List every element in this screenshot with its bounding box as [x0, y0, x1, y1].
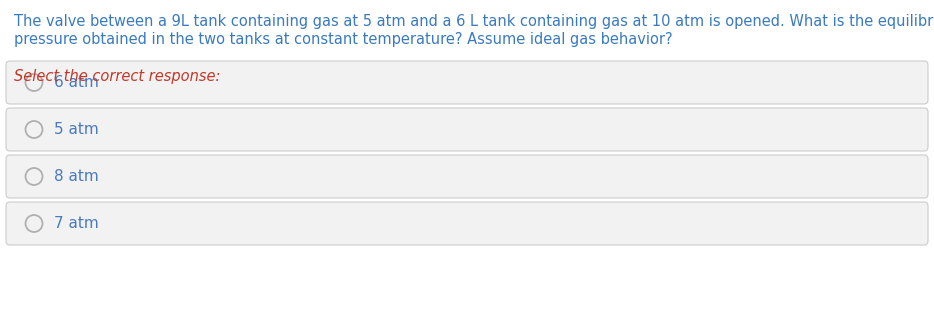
Text: 5 atm: 5 atm: [54, 122, 99, 137]
Text: The valve between a 9L tank containing gas at 5 atm and a 6 L tank containing ga: The valve between a 9L tank containing g…: [14, 14, 934, 29]
Text: 7 atm: 7 atm: [54, 216, 99, 231]
Text: 6 atm: 6 atm: [54, 75, 99, 90]
Text: Select the correct response:: Select the correct response:: [14, 69, 220, 84]
FancyBboxPatch shape: [6, 155, 928, 198]
FancyBboxPatch shape: [6, 108, 928, 151]
FancyBboxPatch shape: [6, 202, 928, 245]
Text: pressure obtained in the two tanks at constant temperature? Assume ideal gas beh: pressure obtained in the two tanks at co…: [14, 32, 672, 47]
Text: 8 atm: 8 atm: [54, 169, 99, 184]
FancyBboxPatch shape: [6, 61, 928, 104]
